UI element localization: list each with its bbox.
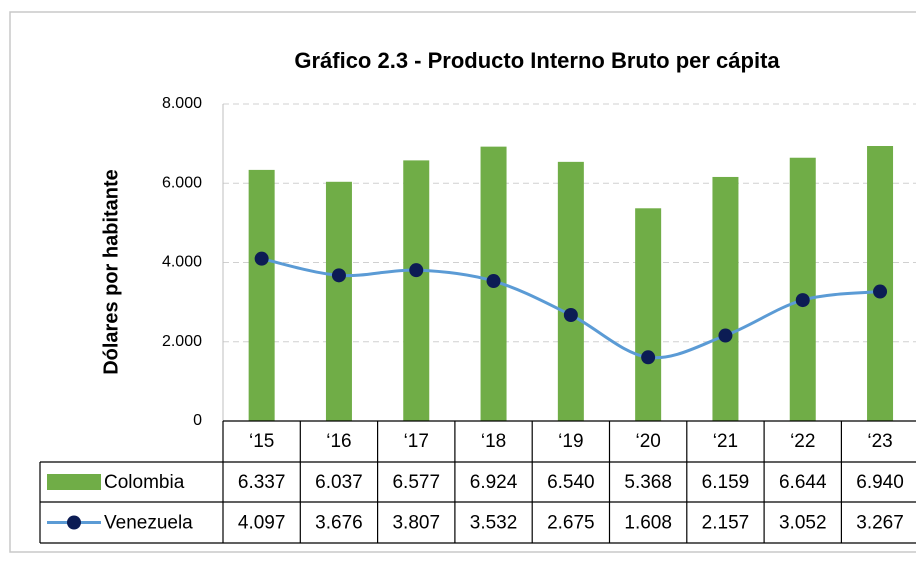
bar [248, 169, 275, 421]
table-value: 3.676 [315, 513, 363, 534]
table-value: 6.644 [779, 472, 827, 493]
bar [403, 160, 430, 422]
table-value: 2.157 [702, 513, 750, 534]
chart-frame [9, 11, 916, 553]
y-axis-label: Dólares por habitante [100, 169, 122, 375]
y-tick-label: 6.000 [162, 174, 202, 191]
y-tick-label: 8.000 [162, 95, 202, 112]
x-tick-label: ‘23 [867, 431, 892, 452]
bar [325, 181, 352, 421]
table-value: 6.577 [392, 472, 440, 493]
x-tick-label: ‘21 [713, 431, 738, 452]
table-value: 4.097 [238, 513, 286, 534]
table-value: 3.052 [779, 513, 827, 534]
line-marker [641, 350, 656, 365]
y-tick-label: 2.000 [162, 333, 202, 350]
table-value: 3.807 [392, 513, 440, 534]
line-marker [254, 251, 269, 266]
legend-label: Venezuela [104, 513, 193, 534]
line-marker [409, 263, 424, 278]
table-value: 5.368 [624, 472, 672, 493]
table-value: 6.037 [315, 472, 363, 493]
line-marker [795, 293, 810, 308]
x-tick-label: ‘16 [326, 431, 351, 452]
line-marker [718, 328, 733, 343]
x-tick-label: ‘17 [404, 431, 429, 452]
chart-title: Gráfico 2.3 - Producto Interno Bruto per… [294, 48, 780, 73]
line-marker [563, 308, 578, 323]
table-value: 6.337 [238, 472, 286, 493]
bar [635, 208, 662, 421]
x-tick-label: ‘20 [635, 431, 660, 452]
line-marker [486, 274, 501, 289]
table-value: 1.608 [624, 513, 672, 534]
x-tick-label: ‘15 [249, 431, 274, 452]
bar [867, 146, 894, 421]
bar [557, 161, 584, 422]
legend-swatch [47, 474, 101, 490]
table-value: 2.675 [547, 513, 595, 534]
bar [789, 157, 816, 421]
table-value: 6.540 [547, 472, 595, 493]
legend-label: Colombia [104, 472, 185, 493]
y-tick-label: 0 [193, 412, 202, 429]
legend-swatch [67, 515, 81, 530]
bar [712, 176, 739, 421]
x-tick-label: ‘22 [790, 431, 815, 452]
table-value: 6.159 [702, 472, 750, 493]
x-tick-label: ‘18 [481, 431, 506, 452]
line-marker [331, 268, 346, 283]
y-tick-label: 4.000 [162, 254, 202, 271]
table-value: 6.924 [470, 472, 518, 493]
table-value: 3.267 [856, 513, 904, 534]
x-tick-label: ‘19 [558, 431, 583, 452]
line-marker [873, 284, 888, 299]
table-value: 3.532 [470, 513, 518, 534]
table-value: 6.940 [856, 472, 904, 493]
